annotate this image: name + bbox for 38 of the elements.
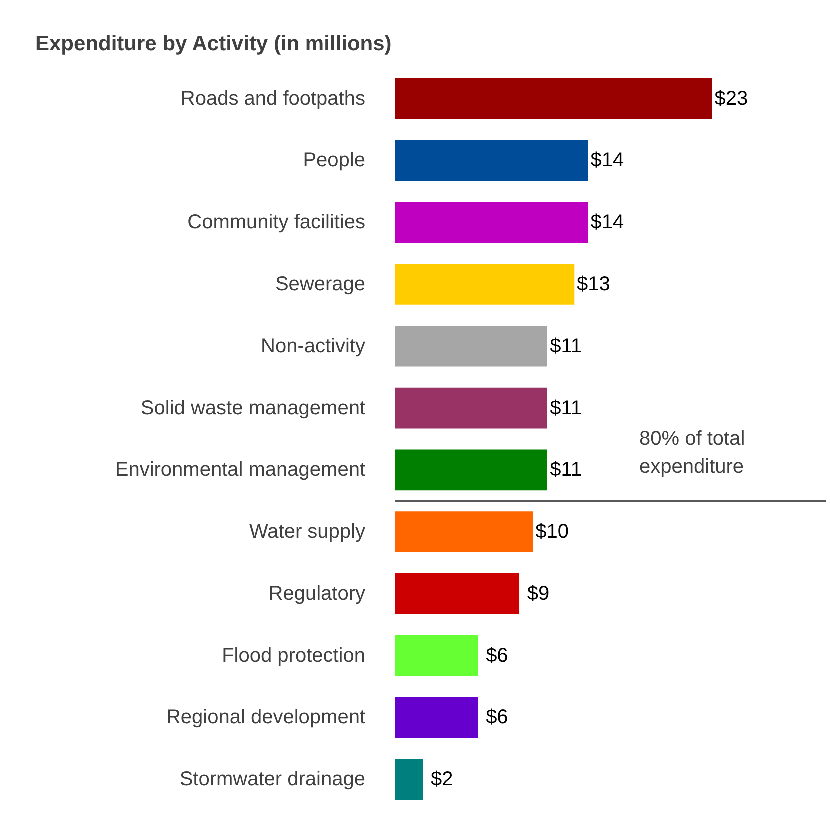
y-tick-label: Stormwater drainage	[180, 768, 366, 791]
y-tick-label: Water supply	[250, 521, 366, 544]
bar	[396, 512, 534, 552]
data-label: $11	[550, 397, 582, 420]
bar	[396, 388, 548, 429]
data-label: $2	[430, 768, 454, 791]
data-label: $9	[527, 582, 550, 605]
bar	[396, 326, 548, 367]
y-tick-label: People	[303, 150, 366, 172]
data-label: $11	[550, 335, 582, 358]
data-label: $14	[590, 212, 624, 234]
data-label: $10	[536, 521, 569, 544]
annotation: 80% of total expenditure	[640, 428, 746, 478]
text: Expenditure by Activity (in millions)	[36, 32, 392, 56]
data-label: $11	[550, 459, 582, 482]
bar	[396, 140, 588, 182]
y-tick-label: Non-activity	[261, 335, 366, 358]
y-tick-label: Flood protection	[222, 644, 366, 667]
bar	[396, 759, 424, 800]
y-tick-label: Roads and footpaths	[180, 88, 366, 110]
y-tick-label: Regional development	[166, 706, 366, 729]
data-label: $6	[486, 706, 508, 729]
bar	[396, 635, 478, 676]
data-label: $13	[576, 274, 610, 296]
bar	[396, 202, 588, 244]
bar	[396, 450, 548, 491]
y-tick-label: Community facilities	[188, 212, 366, 234]
bar	[396, 573, 520, 614]
bar	[396, 264, 575, 305]
y-tick-label: Environmental management	[115, 459, 366, 482]
bar	[396, 697, 478, 738]
data-label: $23	[714, 88, 748, 110]
bar	[396, 78, 712, 120]
y-tick-label: Sewerage	[275, 274, 366, 296]
y-tick-label: Regulatory	[268, 582, 366, 605]
y-tick-label: Solid waste management	[140, 397, 366, 420]
data-label: $14	[590, 150, 624, 172]
data-label: $6	[486, 644, 508, 667]
